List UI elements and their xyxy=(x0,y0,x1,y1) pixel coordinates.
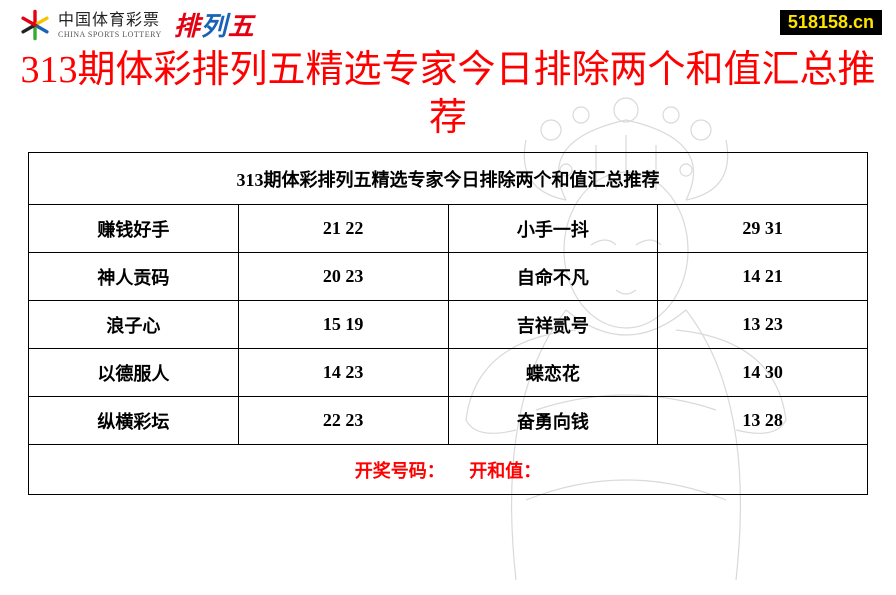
expert-name-cell: 奋勇向钱 xyxy=(448,397,658,445)
pailie-wordmark: 排列五 xyxy=(174,6,255,43)
sum-label: 开和值： xyxy=(469,461,541,481)
page-title: 313期体彩排列五精选专家今日排除两个和值汇总推荐 xyxy=(20,47,876,142)
expert-name-cell: 蝶恋花 xyxy=(448,349,658,397)
table-footer: 开奖号码： 开和值： xyxy=(29,445,868,495)
numbers-cell: 13 23 xyxy=(658,301,868,349)
logo-text-en: CHINA SPORTS LOTTERY xyxy=(58,31,162,39)
expert-name-cell: 纵横彩坛 xyxy=(29,397,239,445)
header-bar: 中国体育彩票 CHINA SPORTS LOTTERY 排列五 518158.c… xyxy=(0,0,896,45)
logo-text-cn: 中国体育彩票 xyxy=(58,13,162,29)
table-row: 纵横彩坛22 23奋勇向钱13 28 xyxy=(29,397,868,445)
numbers-cell: 15 19 xyxy=(238,301,448,349)
expert-name-cell: 神人贡码 xyxy=(29,253,239,301)
numbers-cell: 21 22 xyxy=(238,205,448,253)
numbers-cell: 14 23 xyxy=(238,349,448,397)
numbers-cell: 22 23 xyxy=(238,397,448,445)
table-row: 神人贡码20 23自命不凡14 21 xyxy=(29,253,868,301)
expert-name-cell: 小手一抖 xyxy=(448,205,658,253)
expert-picks-table: 313期体彩排列五精选专家今日排除两个和值汇总推荐 赚钱好手21 22小手一抖2… xyxy=(28,152,868,495)
table-header: 313期体彩排列五精选专家今日排除两个和值汇总推荐 xyxy=(29,153,868,205)
lottery-logo: 中国体育彩票 CHINA SPORTS LOTTERY 排列五 xyxy=(18,6,255,43)
draw-numbers-label: 开奖号码： xyxy=(355,461,445,481)
table-row: 浪子心15 19吉祥贰号13 23 xyxy=(29,301,868,349)
expert-name-cell: 以德服人 xyxy=(29,349,239,397)
expert-name-cell: 吉祥贰号 xyxy=(448,301,658,349)
table-row: 以德服人14 23蝶恋花14 30 xyxy=(29,349,868,397)
lottery-logo-icon xyxy=(18,8,52,42)
numbers-cell: 14 21 xyxy=(658,253,868,301)
expert-name-cell: 自命不凡 xyxy=(448,253,658,301)
numbers-cell: 13 28 xyxy=(658,397,868,445)
site-badge: 518158.cn xyxy=(780,10,882,35)
numbers-cell: 29 31 xyxy=(658,205,868,253)
expert-name-cell: 赚钱好手 xyxy=(29,205,239,253)
expert-name-cell: 浪子心 xyxy=(29,301,239,349)
numbers-cell: 20 23 xyxy=(238,253,448,301)
numbers-cell: 14 30 xyxy=(658,349,868,397)
table-row: 赚钱好手21 22小手一抖29 31 xyxy=(29,205,868,253)
